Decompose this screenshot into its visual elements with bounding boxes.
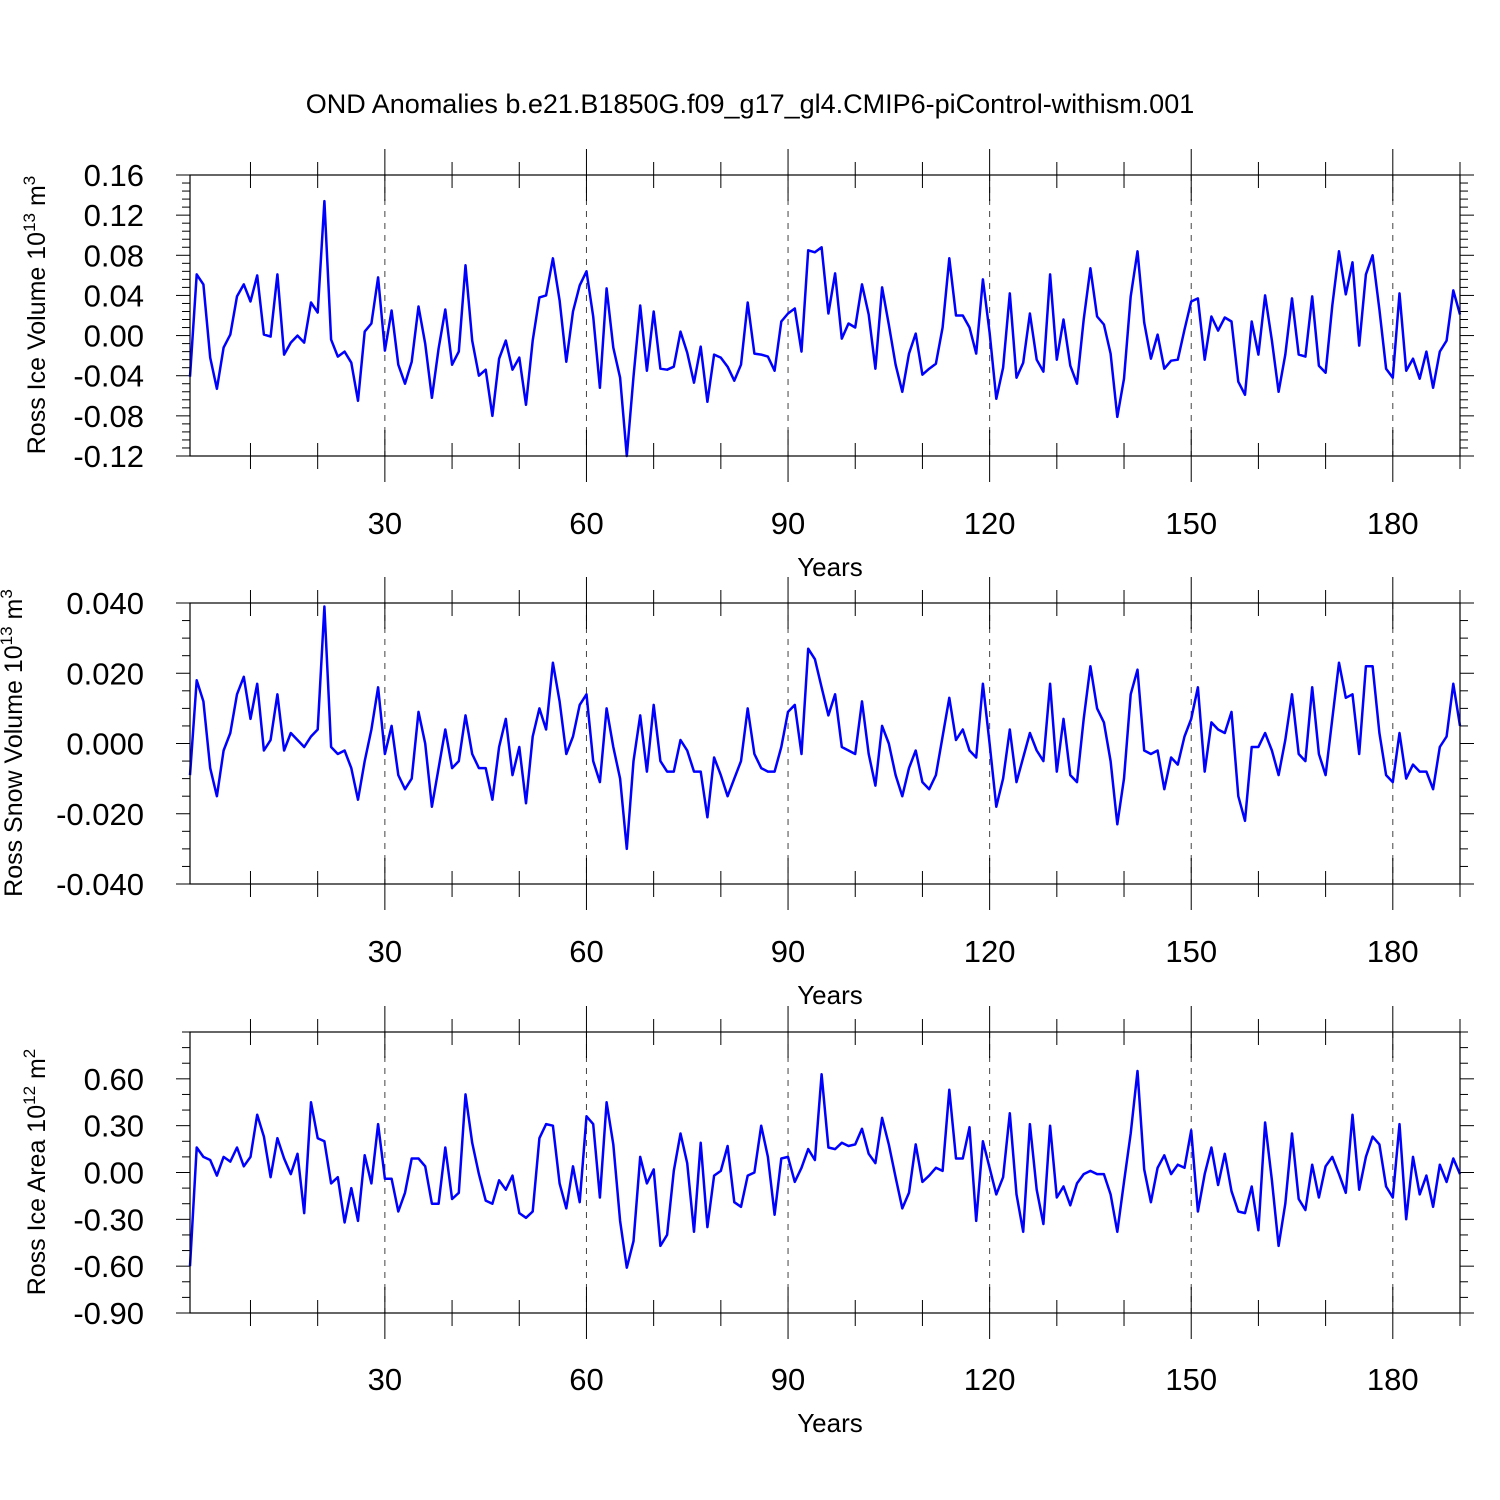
panel-1: -0.12 -0.08 -0.04 0.00 0.04 0.08 0.12 0.16 30 60 9… [20,149,1474,582]
plot-frame [189,602,1461,885]
y-axis-label-unit: m [23,1058,51,1086]
x-tick-label: 150 [1165,1362,1217,1397]
x-tick-label: 30 [368,506,402,541]
x-tick-label: 150 [1165,934,1217,969]
y-axis-label: Ross Ice Area 1012 m2 [20,1049,51,1296]
y-tick-label: 0.12 [84,198,144,233]
y-axis-label-unit: m [0,599,28,627]
y-axis-label-exponent: 13 [20,213,39,232]
x-tick-label: 120 [964,506,1016,541]
x-tick-label: 30 [368,1362,402,1397]
x-axis-label: Years [797,980,863,1010]
y-tick-label: -0.60 [73,1249,144,1284]
y-tick-label: 0.00 [84,1156,144,1191]
y-axis-label-unit-exponent: 3 [20,176,39,185]
y-tick-label: -0.04 [73,359,144,394]
y-tick-label: 0.16 [84,158,144,193]
y-axis-label-text: Ross Snow Volume 10 [0,645,28,897]
y-axis-label-unit-exponent: 3 [0,589,16,598]
y-tick-label: 0.60 [84,1062,144,1097]
x-axis-label: Years [797,552,863,582]
y-tick-label: -0.08 [73,399,144,434]
y-tick-label: 0.30 [84,1109,144,1144]
x-tick-label: 60 [569,934,603,969]
x-tick-label: 90 [771,934,805,969]
panel-3: -0.90 -0.60 -0.30 0.00 0.30 0.60 30 60 90 120 150 1… [20,1006,1474,1438]
chart-title: OND Anomalies b.e21.B1850G.f09_g17_gl4.C… [306,89,1194,119]
y-axis-label: Ross Ice Volume 1013 m3 [20,176,51,455]
y-axis-label: Ross Snow Volume 1013 m3 [0,589,28,897]
x-tick-label: 180 [1367,506,1419,541]
y-tick-label: 0.040 [66,586,144,621]
x-tick-label: 120 [964,1362,1016,1397]
y-tick-label: -0.12 [73,439,144,474]
x-tick-label: 120 [964,934,1016,969]
plot-frame [189,174,1461,457]
x-axis-label: Years [797,1408,863,1438]
x-tick-label: 180 [1367,1362,1419,1397]
x-tick-label: 30 [368,934,402,969]
x-tick-label: 90 [771,1362,805,1397]
y-axis-label-unit-exponent: 2 [20,1049,39,1058]
y-tick-label: -0.040 [56,867,144,902]
y-tick-label: -0.30 [73,1202,144,1237]
y-tick-label: 0.08 [84,238,144,273]
y-tick-label: -0.90 [73,1296,144,1331]
y-axis-label-text: Ross Ice Area 10 [23,1105,51,1295]
y-axis-label-exponent: 13 [0,626,16,645]
x-tick-label: 60 [569,506,603,541]
series-line [188,605,1462,851]
y-axis-label-text: Ross Ice Volume 10 [23,232,51,454]
x-tick-label: 90 [771,506,805,541]
y-axis-label-exponent: 12 [20,1086,39,1105]
series-line [188,199,1462,458]
plot-frame [189,1031,1461,1314]
series-line [188,1069,1462,1269]
x-tick-label: 180 [1367,934,1419,969]
panel-2: -0.040 -0.020 0.000 0.020 0.040 30 60 90 120 150 1… [0,577,1474,1010]
y-tick-label: 0.000 [66,727,144,762]
x-tick-label: 150 [1165,506,1217,541]
y-tick-label: 0.020 [66,656,144,691]
x-tick-label: 60 [569,1362,603,1397]
y-tick-label: -0.020 [56,797,144,832]
y-tick-label: 0.04 [84,278,144,313]
y-axis-label-unit: m [23,185,51,213]
y-tick-label: 0.00 [84,319,144,354]
